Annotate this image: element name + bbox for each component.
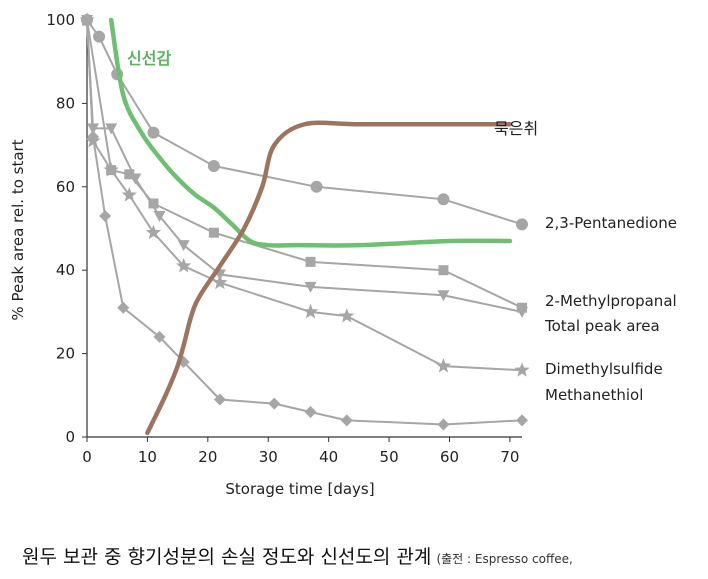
x-tick-label: 60 <box>440 448 459 466</box>
data-point <box>153 210 166 222</box>
label-freshness: 신선감 <box>127 49 171 68</box>
data-point <box>302 303 319 319</box>
data-point <box>124 169 135 180</box>
x-tick-label: 20 <box>198 448 217 466</box>
data-point <box>147 126 160 139</box>
y-tick-label: 0 <box>65 428 75 446</box>
data-point <box>212 274 228 290</box>
series-line <box>86 19 523 372</box>
data-point <box>87 130 100 143</box>
data-point <box>437 290 450 302</box>
series-line <box>86 19 523 226</box>
data-point <box>145 224 162 240</box>
y-tick-label: 80 <box>56 94 75 112</box>
series-layer <box>79 12 530 436</box>
data-point <box>516 218 528 231</box>
x-tick-label: 50 <box>380 448 399 466</box>
label-total-peak-area: Total peak area <box>544 317 660 335</box>
series-5 <box>108 17 513 248</box>
labels-layer: Storage time [days] % Peak area rel. to … <box>9 49 677 498</box>
data-point <box>177 240 190 252</box>
data-point <box>304 281 317 293</box>
x-axis-title: Storage time [days] <box>225 480 374 498</box>
label-stale-odor: 묵은취 <box>494 119 538 138</box>
data-point <box>148 198 159 209</box>
data-point <box>514 362 530 377</box>
data-point <box>207 159 220 172</box>
series-4 <box>81 14 528 431</box>
data-point <box>310 180 323 193</box>
y-tick-label: 100 <box>46 11 75 29</box>
axes: 0 10 20 30 40 50 60 70 0 20 40 60 80 100 <box>46 11 522 466</box>
data-point <box>129 173 142 185</box>
y-tick-label: 20 <box>56 345 75 363</box>
data-point <box>435 358 452 373</box>
data-point <box>93 30 106 43</box>
data-point <box>339 308 355 323</box>
x-tick-label: 30 <box>259 448 278 466</box>
chart: 0 10 20 30 40 50 60 70 0 20 40 60 80 100 Storage time… <box>9 11 677 498</box>
data-point <box>305 256 316 267</box>
series-6 <box>145 120 513 436</box>
data-point <box>153 330 166 343</box>
data-point <box>105 123 118 135</box>
data-point <box>208 227 219 238</box>
data-point <box>340 414 353 427</box>
label-pentanedione: 2,3-Pentanedione <box>545 214 677 232</box>
series-curve <box>145 120 513 436</box>
data-point <box>437 418 450 431</box>
label-methylpropanal: 2-Methylpropanal <box>545 292 677 310</box>
y-tick-label: 40 <box>56 261 75 279</box>
caption-source: (출전 : Espresso coffee, <box>436 552 573 566</box>
data-point <box>516 414 528 427</box>
y-tick-label: 60 <box>56 178 75 196</box>
x-tick-label: 70 <box>500 448 519 466</box>
series-line <box>86 19 523 313</box>
data-point <box>99 209 112 222</box>
data-point <box>516 306 528 318</box>
data-point <box>176 258 192 273</box>
label-methanethiol: Methanethiol <box>545 386 643 404</box>
x-tick-label: 10 <box>138 448 157 466</box>
data-point <box>437 193 450 206</box>
x-tick-label: 0 <box>82 448 92 466</box>
series-curve <box>108 17 513 248</box>
data-point <box>103 162 119 177</box>
data-point <box>213 393 226 406</box>
label-dimethylsulfide: Dimethylsulfide <box>545 360 663 378</box>
y-axis-title: % Peak area rel. to start <box>9 139 27 320</box>
x-tick-label: 40 <box>319 448 338 466</box>
data-point <box>304 405 317 418</box>
series-line <box>86 19 523 426</box>
data-point <box>438 265 449 276</box>
figure-caption: 원두 보관 중 향기성분의 손실 정도와 신선도의 관계 (출전 : Espre… <box>22 542 573 569</box>
data-point <box>81 14 93 26</box>
data-point <box>121 187 137 202</box>
caption-title: 원두 보관 중 향기성분의 손실 정도와 신선도의 관계 <box>22 546 432 568</box>
data-point <box>117 301 130 314</box>
data-point <box>268 397 281 410</box>
